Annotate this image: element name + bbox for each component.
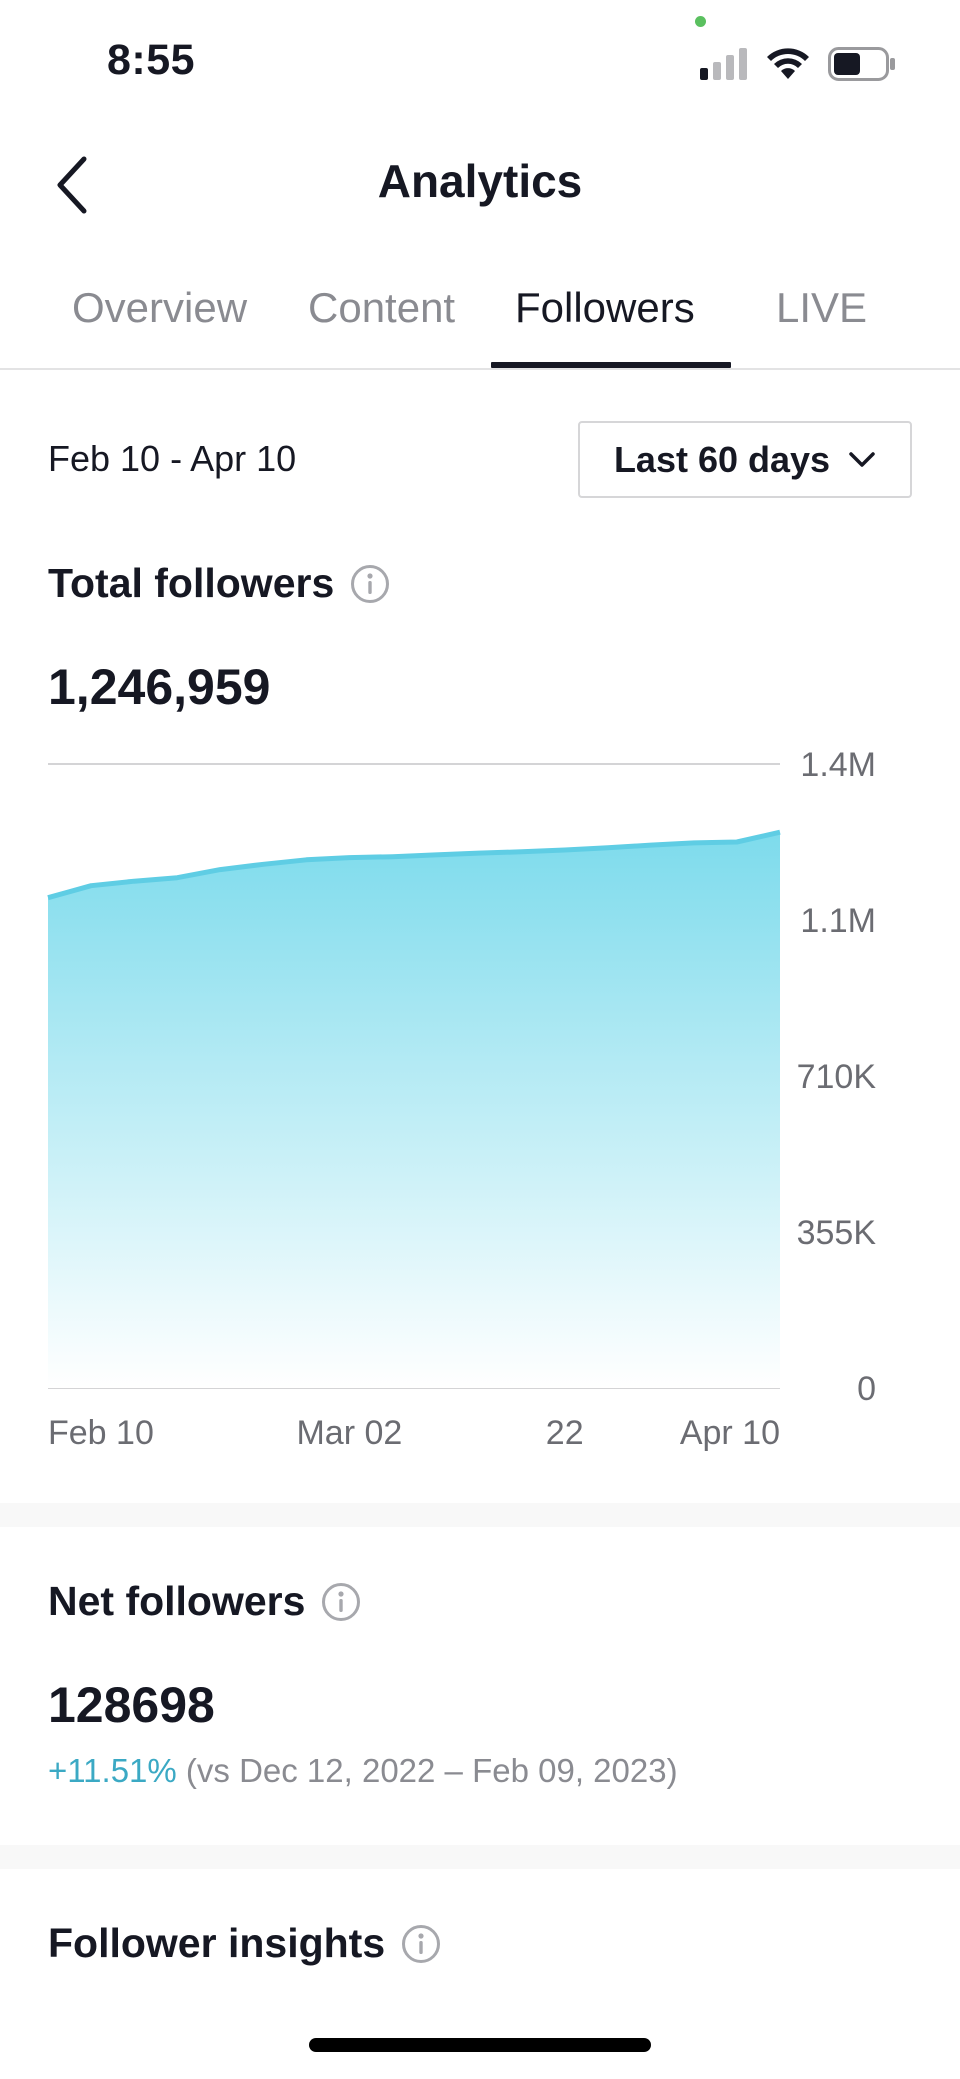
status-bar: 8:55 [0, 0, 960, 120]
chevron-down-icon [849, 451, 875, 467]
tab-bar: Overview Content Followers LIVE [0, 262, 960, 370]
y-tick-label: 1.4M [800, 746, 876, 784]
home-indicator [309, 2038, 651, 2052]
comparison-period: (vs Dec 12, 2022 – Feb 09, 2023) [185, 1752, 678, 1789]
x-tick-label: 22 [546, 1414, 584, 1452]
total-followers-title: Total followers [48, 560, 335, 606]
net-followers-title: Net followers [48, 1578, 306, 1624]
followers-line [47, 829, 781, 901]
info-icon[interactable] [401, 1924, 441, 1964]
active-tab-indicator [491, 362, 731, 368]
back-button[interactable] [42, 150, 102, 220]
y-tick-label: 355K [797, 1214, 877, 1252]
section-divider [0, 1845, 960, 1869]
info-icon[interactable] [350, 564, 390, 604]
status-icons [700, 46, 896, 82]
cellular-signal-icon [700, 48, 747, 80]
total-followers-value: 1,246,959 [48, 659, 271, 715]
wifi-icon [767, 48, 809, 79]
follower-insights-title: Follower insights [48, 1920, 386, 1966]
chevron-left-icon [57, 156, 87, 214]
tab-overview[interactable]: Overview [72, 284, 248, 331]
total-followers-chart: 0 355K 710K 1.1M 1.4M Feb 10 Mar 02 22 Apr 10 [0, 740, 960, 1460]
x-tick-label: Apr 10 [680, 1414, 780, 1452]
followers-area [48, 832, 780, 1388]
change-percent: +11.51% [48, 1752, 177, 1789]
y-tick-label: 710K [797, 1058, 877, 1096]
y-tick-label: 0 [857, 1370, 876, 1408]
total-followers-heading: Total followers [48, 560, 390, 607]
tab-live[interactable]: LIVE [776, 284, 868, 331]
battery-icon [828, 47, 895, 81]
y-tick-label: 1.1M [800, 902, 876, 940]
x-tick-label: Mar 02 [296, 1414, 402, 1452]
header: Analytics [0, 130, 960, 240]
info-icon[interactable] [321, 1582, 361, 1622]
net-followers-value: 128698 [48, 1677, 215, 1733]
date-range-label: Feb 10 - Apr 10 [48, 438, 297, 479]
net-followers-heading: Net followers [48, 1578, 361, 1625]
status-time: 8:55 [107, 36, 196, 84]
privacy-indicator-dot [695, 16, 706, 27]
tab-followers[interactable]: Followers [515, 284, 695, 331]
section-divider [0, 1503, 960, 1527]
period-dropdown-label: Last 60 days [613, 438, 831, 480]
x-tick-label: Feb 10 [48, 1414, 154, 1452]
net-followers-change: +11.51% (vs Dec 12, 2022 – Feb 09, 2023) [48, 1752, 678, 1790]
period-dropdown[interactable]: Last 60 days [578, 421, 912, 498]
tab-content[interactable]: Content [308, 284, 456, 331]
page-title: Analytics [377, 155, 583, 207]
chart-svg: 0 355K 710K 1.1M 1.4M Feb 10 Mar 02 22 Apr 10 [47, 746, 877, 1452]
follower-insights-heading: Follower insights [48, 1920, 441, 1967]
